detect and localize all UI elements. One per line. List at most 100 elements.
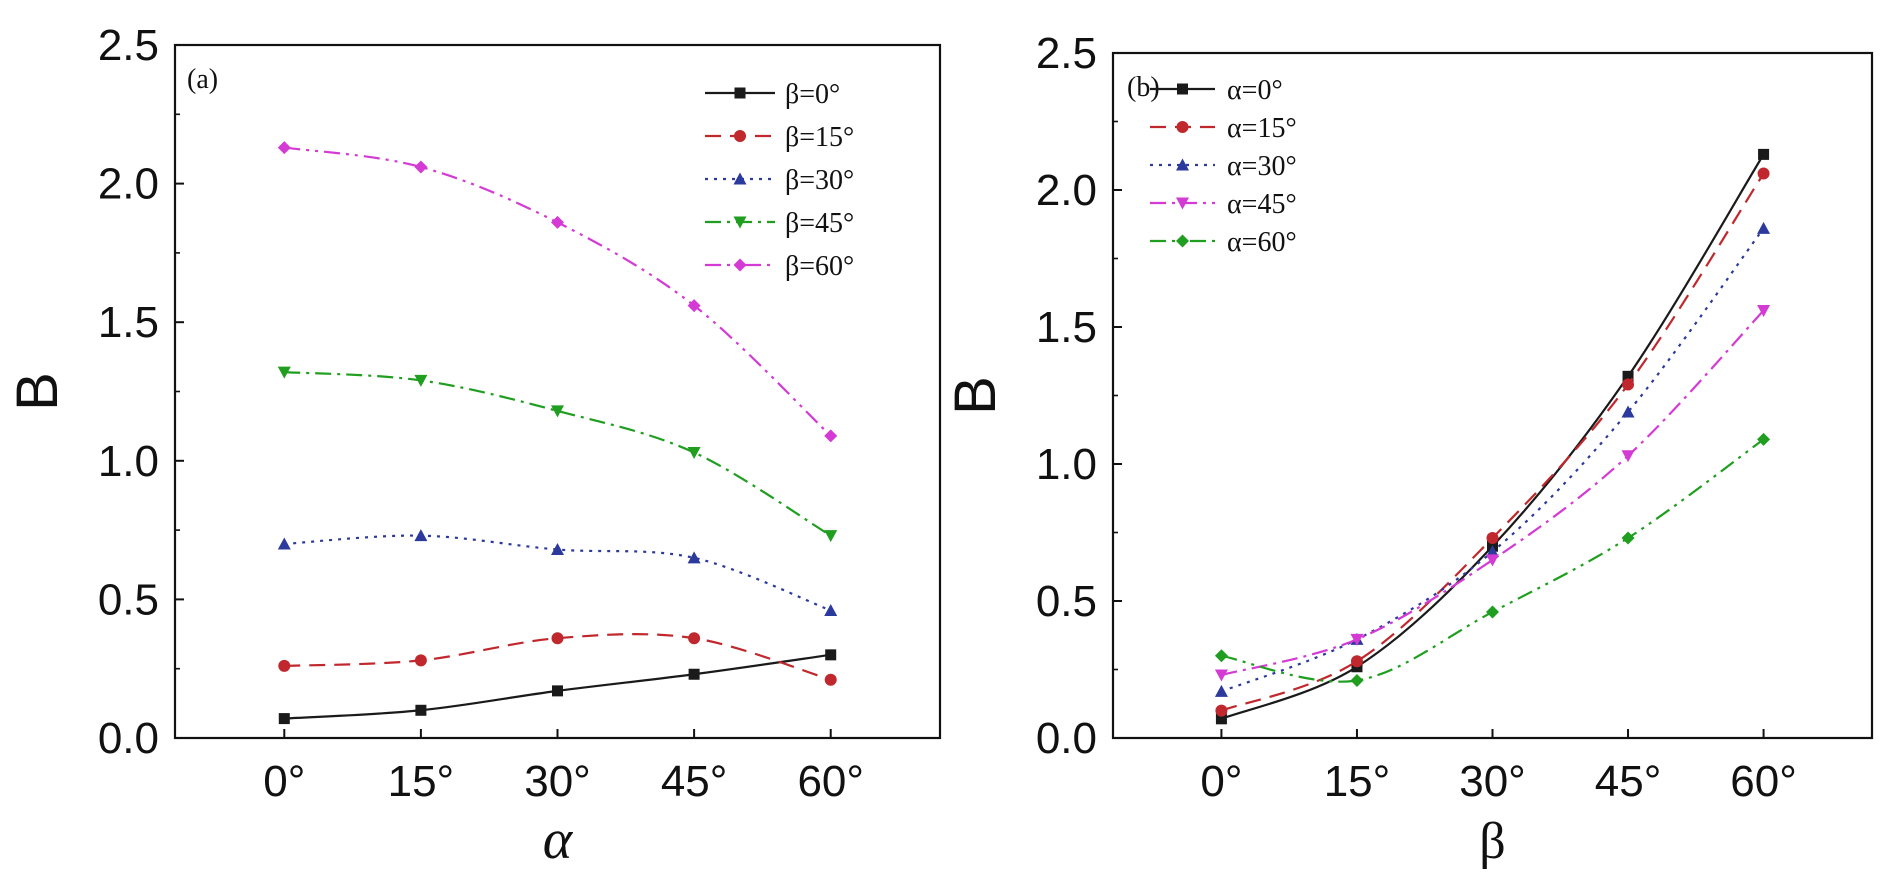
legend-marker xyxy=(1176,197,1189,210)
series-line xyxy=(284,370,832,537)
panel-label: (b) xyxy=(1127,72,1160,103)
legend-entry: α=0° xyxy=(1150,75,1283,106)
legend-marker xyxy=(734,87,746,99)
y-tick-label: 1.5 xyxy=(1036,303,1097,352)
legend-entry: β=15° xyxy=(705,122,854,153)
panel-a: 0.0 0.5 1.0 1.5 2.0 2.5 0° 15° 30° 45° 60° α B (a) β=0… xyxy=(5,21,942,871)
data-point xyxy=(687,551,701,564)
data-point xyxy=(278,713,290,725)
legend-entry: α=15° xyxy=(1150,113,1297,144)
legend-marker xyxy=(734,130,746,142)
legend-marker xyxy=(733,172,747,185)
data-point xyxy=(824,530,838,543)
x-tick-label: 60° xyxy=(1730,757,1797,806)
legend-label: β=30° xyxy=(785,165,854,196)
data-point xyxy=(1486,554,1499,567)
y-tick-label: 0.0 xyxy=(1036,714,1097,763)
data-point xyxy=(1350,655,1363,668)
y-tick-label: 2.0 xyxy=(98,160,159,209)
data-point xyxy=(1757,221,1771,234)
series-1 xyxy=(1215,167,1770,717)
y-tick-label: 2.5 xyxy=(1036,29,1097,78)
panel-b: 0.0 0.5 1.0 1.5 2.0 2.5 0° 15° 30° 45° 60° β B (b) α=0… xyxy=(943,29,1874,870)
y-tick-label: 0.5 xyxy=(98,575,159,624)
data-point xyxy=(414,654,427,667)
data-point xyxy=(414,374,428,387)
data-point xyxy=(1621,531,1635,545)
x-axis-title: β xyxy=(1479,813,1505,870)
legend-label: β=60° xyxy=(785,251,854,282)
x-tick-label: 60° xyxy=(797,757,864,806)
series-1 xyxy=(278,632,837,686)
legend-entry: α=45° xyxy=(1150,189,1297,220)
data-point xyxy=(1622,378,1635,391)
series-0 xyxy=(278,649,837,725)
x-tick-label: 15° xyxy=(1324,757,1391,806)
y-tick-label: 2.5 xyxy=(98,21,159,70)
data-point xyxy=(688,632,701,645)
series-line xyxy=(1221,172,1765,712)
data-point xyxy=(824,429,838,443)
data-point xyxy=(1214,684,1228,697)
legend-marker xyxy=(1176,121,1189,133)
legend-label: α=0° xyxy=(1227,75,1283,106)
x-axis-title: α xyxy=(543,809,574,871)
legend-label: α=45° xyxy=(1227,189,1297,220)
y-tick-label: 0.0 xyxy=(98,714,159,763)
series-3 xyxy=(1214,305,1771,682)
data-point xyxy=(1350,673,1364,687)
data-point xyxy=(687,299,701,313)
legend-label: α=60° xyxy=(1227,227,1297,258)
y-tick-label: 1.0 xyxy=(1036,440,1097,489)
data-point xyxy=(551,543,564,556)
data-point xyxy=(1215,713,1227,725)
data-point xyxy=(1486,545,1499,558)
y-tick-label: 1.0 xyxy=(98,437,159,486)
legend-marker xyxy=(733,258,747,272)
legend-label: β=15° xyxy=(785,122,854,153)
series-0 xyxy=(1215,148,1770,725)
data-point xyxy=(1757,432,1771,446)
data-point xyxy=(1757,305,1771,318)
data-point xyxy=(414,529,428,542)
legend-entry: β=60° xyxy=(705,251,854,282)
legend-entry: β=45° xyxy=(705,208,854,239)
data-point xyxy=(277,141,291,155)
data-point xyxy=(1214,669,1228,682)
data-point xyxy=(1486,605,1499,619)
y-axis-title: B xyxy=(5,372,70,411)
legend-entry: α=30° xyxy=(1150,151,1297,182)
legend-marker xyxy=(1176,158,1189,171)
legend-label: α=15° xyxy=(1227,113,1297,144)
data-point xyxy=(277,537,291,550)
series-2 xyxy=(277,529,838,616)
data-point xyxy=(551,405,564,418)
data-point xyxy=(1757,167,1770,180)
x-tick-label: 0° xyxy=(263,757,305,806)
data-point xyxy=(552,685,563,697)
data-point xyxy=(415,704,427,716)
x-tick-label: 45° xyxy=(661,757,728,806)
x-tick-label: 15° xyxy=(388,757,455,806)
legend-marker xyxy=(1177,83,1188,95)
legend-label: β=45° xyxy=(785,208,854,239)
series-4 xyxy=(277,141,838,443)
series-line xyxy=(1221,309,1765,677)
legend-label: α=30° xyxy=(1227,151,1297,182)
data-point xyxy=(687,446,701,459)
legend-entry: β=30° xyxy=(705,165,854,196)
series-4 xyxy=(1214,432,1771,687)
data-point xyxy=(1215,704,1228,717)
x-tick-label: 30° xyxy=(1459,757,1526,806)
data-point xyxy=(1214,649,1228,663)
data-point xyxy=(414,160,428,174)
data-point xyxy=(1621,450,1635,463)
series-2 xyxy=(1214,221,1771,697)
series-line xyxy=(284,534,832,612)
legend-marker xyxy=(733,216,747,229)
data-point xyxy=(277,366,291,379)
data-point xyxy=(824,673,837,686)
data-point xyxy=(278,659,291,672)
data-point xyxy=(1622,370,1634,382)
